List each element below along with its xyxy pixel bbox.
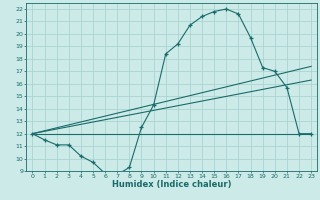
X-axis label: Humidex (Indice chaleur): Humidex (Indice chaleur) (112, 180, 232, 189)
